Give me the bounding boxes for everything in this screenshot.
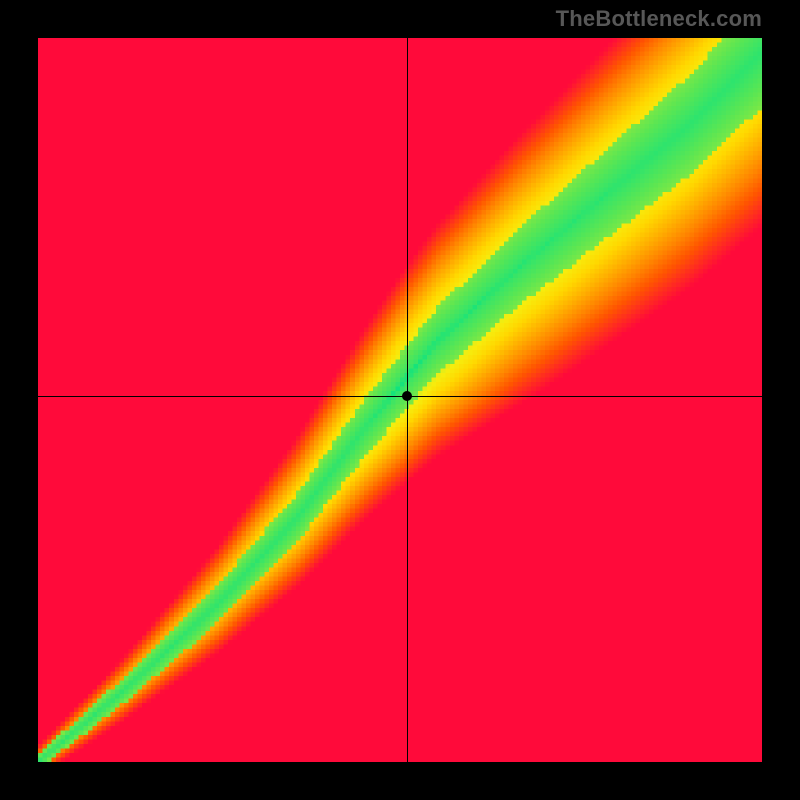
crosshair-horizontal [38, 396, 762, 397]
marker-dot [402, 391, 412, 401]
heatmap-plot [38, 38, 762, 762]
watermark: TheBottleneck.com [556, 6, 762, 32]
heatmap-canvas [38, 38, 762, 762]
